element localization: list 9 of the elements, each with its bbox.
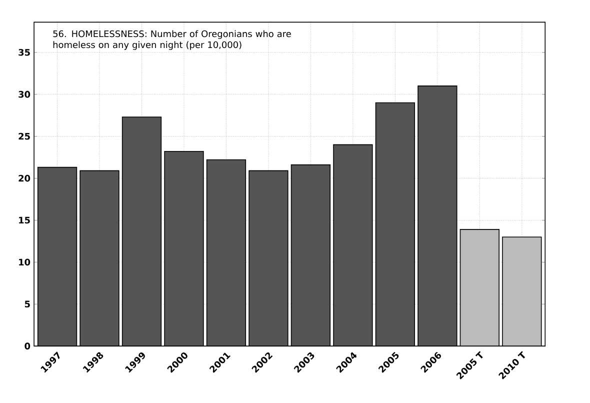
text: 56. HOMELESSNESS: Number of Oregonians who are homeless on any given night (per 10,000) [53, 30, 291, 50]
y-tick-label: 35 [18, 49, 30, 56]
y-tick-label: 15 [19, 216, 30, 224]
y-tick-label: 5 [24, 300, 30, 308]
y-tick-label: 10 [19, 258, 30, 266]
y-tick-label: 20 [18, 174, 30, 182]
y-tick-label: 0 [24, 342, 30, 350]
y-tick-label: 30 [18, 91, 30, 98]
y-tick-label: 25 [18, 132, 30, 140]
